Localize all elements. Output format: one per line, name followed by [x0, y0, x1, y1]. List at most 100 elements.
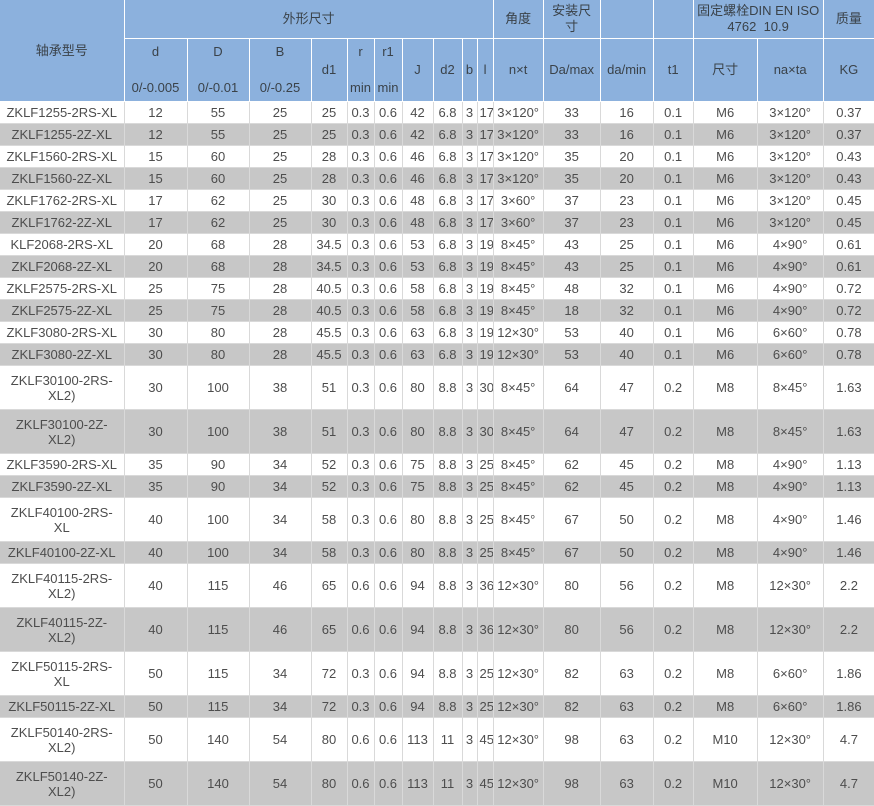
value-cell: 33 — [542, 101, 601, 124]
value-cell: 98 — [542, 761, 601, 806]
value-cell: 0.43 — [822, 145, 874, 168]
bearing-model-cell: ZKLF1762-2Z-XL — [0, 211, 125, 234]
value-cell: 17 — [476, 145, 494, 168]
value-cell: 25 — [310, 101, 348, 124]
value-cell: 0.6 — [373, 101, 403, 124]
value-cell: 80 — [186, 343, 250, 366]
value-cell: 0.1 — [652, 343, 694, 366]
value-cell: 17 — [476, 123, 494, 146]
value-cell: 8×45° — [492, 453, 544, 476]
value-cell: 12×30° — [492, 761, 544, 806]
col-r1-min: min — [377, 80, 399, 95]
value-cell: 30 — [123, 409, 188, 454]
value-cell: 50 — [599, 541, 654, 564]
value-cell: M6 — [692, 167, 758, 190]
value-cell: 46 — [401, 167, 434, 190]
value-cell: 67 — [542, 497, 601, 542]
value-cell: 28 — [248, 321, 312, 344]
value-cell: 34 — [248, 497, 312, 542]
header-angle: 角度 — [492, 0, 544, 39]
value-cell: 0.6 — [373, 255, 403, 278]
value-cell: 12 — [123, 101, 188, 124]
bearing-model-cell: ZKLF1560-2RS-XL — [0, 145, 125, 168]
value-cell: 3 — [461, 211, 478, 234]
value-cell: 6.8 — [432, 123, 463, 146]
value-cell: 0.1 — [652, 167, 694, 190]
value-cell: 3 — [461, 123, 478, 146]
value-cell: 45 — [599, 453, 654, 476]
value-cell: 42 — [401, 123, 434, 146]
value-cell: 16 — [599, 101, 654, 124]
value-cell: 80 — [542, 607, 601, 652]
value-cell: 3×120° — [492, 123, 544, 146]
value-cell: 75 — [401, 453, 434, 476]
value-cell: 8×45° — [492, 277, 544, 300]
value-cell: 0.1 — [652, 189, 694, 212]
value-cell: 19 — [476, 255, 494, 278]
value-cell: 25 — [248, 145, 312, 168]
value-cell: 6×60° — [756, 343, 824, 366]
value-cell: 40 — [599, 321, 654, 344]
value-cell: 0.3 — [346, 365, 375, 410]
value-cell: 0.37 — [822, 123, 874, 146]
value-cell: 12×30° — [492, 651, 544, 696]
bearing-model-cell: ZKLF3080-2RS-XL — [0, 321, 125, 344]
value-cell: 46 — [248, 563, 312, 608]
value-cell: 56 — [599, 563, 654, 608]
value-cell: 68 — [186, 255, 250, 278]
value-cell: 3 — [461, 365, 478, 410]
value-cell: 82 — [542, 651, 601, 696]
value-cell: 0.1 — [652, 145, 694, 168]
value-cell: 0.2 — [652, 563, 694, 608]
value-cell: 140 — [186, 717, 250, 762]
header-column-row: d 0/-0.005 D 0/-0.01 B 0/-0.25 d1 r min r1 mi… — [0, 38, 874, 102]
value-cell: 40 — [123, 541, 188, 564]
value-cell: 8×45° — [492, 299, 544, 322]
value-cell: 17 — [123, 189, 188, 212]
value-cell: M8 — [692, 409, 758, 454]
value-cell: 0.6 — [373, 321, 403, 344]
value-cell: 48 — [401, 189, 434, 212]
value-cell: 3×120° — [492, 167, 544, 190]
value-cell: 0.6 — [373, 497, 403, 542]
table-row: ZKLF30100-2Z-XL2) 30 100 38 51 0.3 0.6 80 8.8 3 30… — [0, 409, 874, 454]
value-cell: 53 — [542, 343, 601, 366]
value-cell: 4×90° — [756, 497, 824, 542]
value-cell: 3×60° — [492, 189, 544, 212]
value-cell: 8×45° — [492, 233, 544, 256]
value-cell: 25 — [310, 123, 348, 146]
value-cell: 11 — [432, 761, 463, 806]
value-cell: 0.61 — [822, 233, 874, 256]
col-d-label: d — [151, 44, 160, 59]
value-cell: 25 — [476, 453, 494, 476]
value-cell: 28 — [248, 255, 312, 278]
value-cell: 0.2 — [652, 497, 694, 542]
value-cell: 3×120° — [756, 101, 824, 124]
value-cell: 8.8 — [432, 453, 463, 476]
value-cell: 82 — [542, 695, 601, 718]
value-cell: 50 — [599, 497, 654, 542]
value-cell: 140 — [186, 761, 250, 806]
value-cell: M6 — [692, 277, 758, 300]
value-cell: 63 — [401, 343, 434, 366]
value-cell: 0.6 — [373, 761, 403, 806]
value-cell: 0.3 — [346, 123, 375, 146]
value-cell: 35 — [542, 167, 601, 190]
value-cell: 63 — [599, 651, 654, 696]
value-cell: 6.8 — [432, 343, 463, 366]
value-cell: 50 — [123, 695, 188, 718]
value-cell: 3 — [461, 475, 478, 498]
header-fixing-bolt: 固定螺栓DIN EN ISO 4762 10.9 — [692, 0, 824, 39]
value-cell: M10 — [692, 761, 758, 806]
value-cell: 36 — [476, 563, 494, 608]
value-cell: 0.3 — [346, 497, 375, 542]
value-cell: 1.63 — [822, 409, 874, 454]
value-cell: 0.6 — [373, 409, 403, 454]
value-cell: 25 — [248, 189, 312, 212]
value-cell: 0.6 — [373, 189, 403, 212]
header-empty-above-t1 — [652, 0, 694, 39]
value-cell: 0.6 — [373, 607, 403, 652]
value-cell: 3 — [461, 409, 478, 454]
value-cell: 28 — [248, 233, 312, 256]
